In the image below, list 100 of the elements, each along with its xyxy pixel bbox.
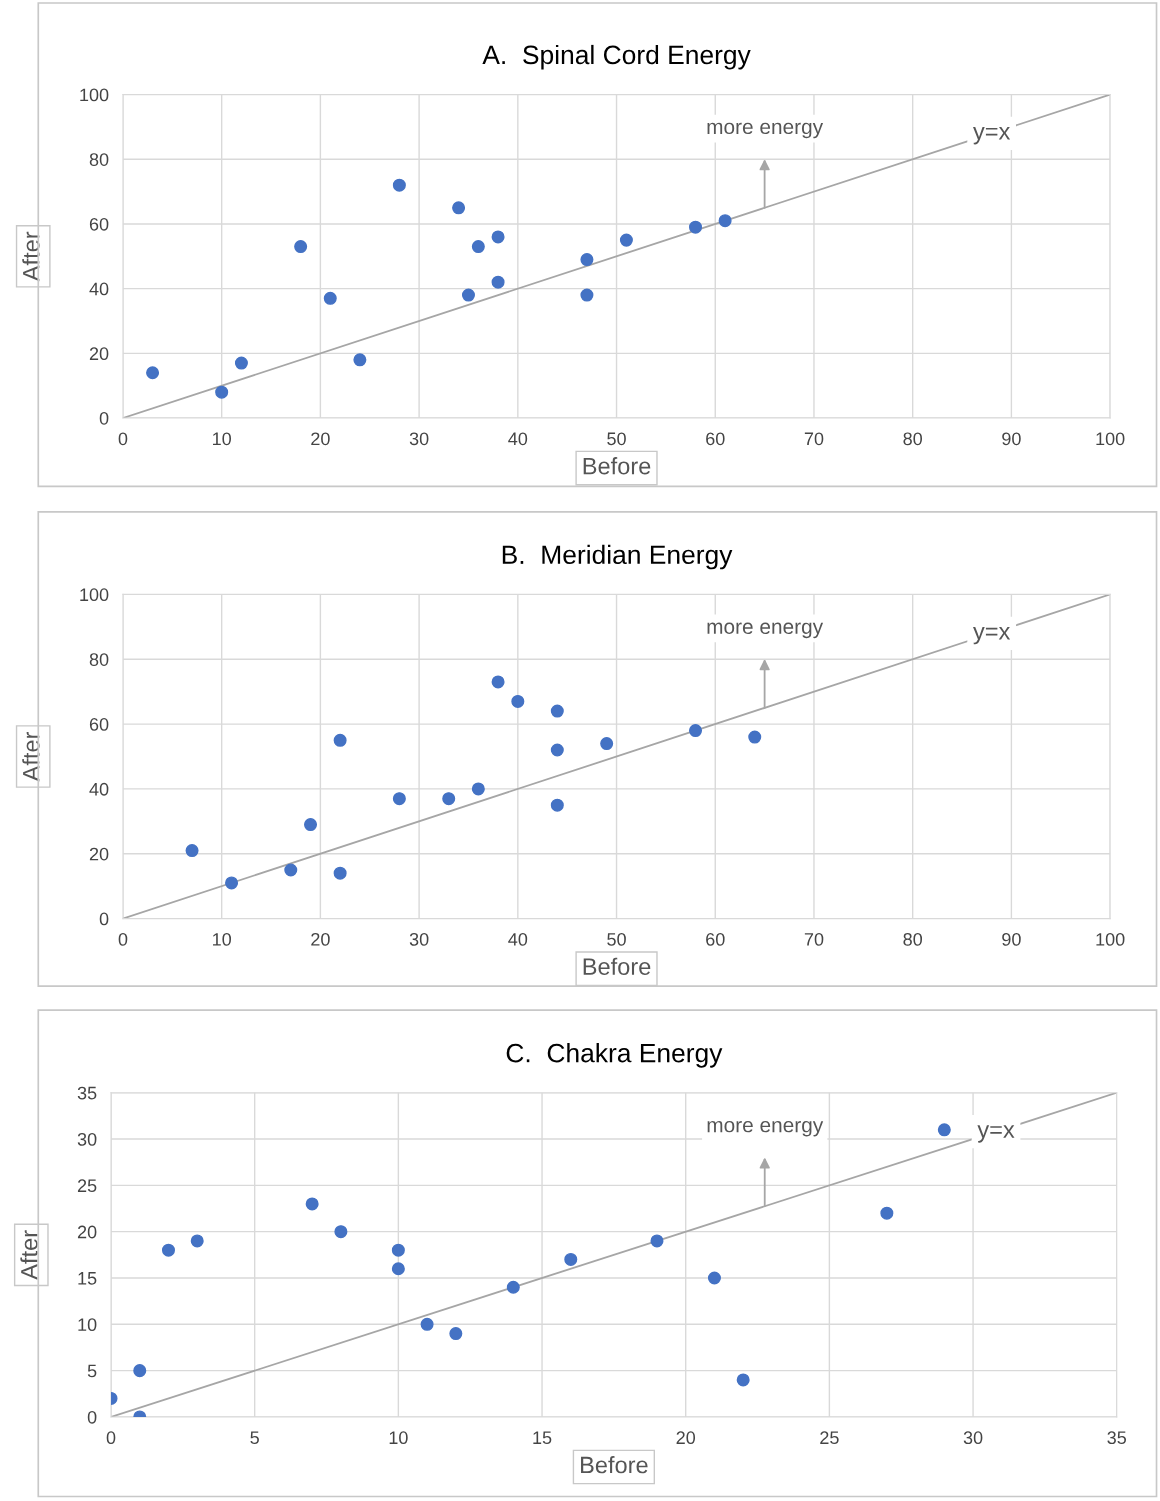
point (619, 233, 633, 247)
point (564, 1252, 578, 1266)
point (323, 291, 337, 305)
x-tick-label: 10 (389, 1431, 408, 1445)
point (392, 178, 406, 192)
x-tick-label: 20 (311, 432, 330, 446)
y-tick-label: 100 (80, 588, 109, 602)
x-tick-label: 50 (607, 432, 626, 446)
point (225, 876, 239, 890)
y-tick-label: 60 (89, 718, 109, 731)
x-tick-label: 30 (963, 1431, 983, 1445)
point (491, 230, 505, 244)
point (161, 1243, 175, 1257)
y-tick-label: 35 (77, 1086, 97, 1100)
point (391, 1243, 405, 1257)
point (491, 275, 505, 289)
series-label: y=x (973, 127, 1011, 145)
y-tick-label: 15 (78, 1272, 97, 1285)
x-tick-label: 10 (213, 432, 232, 446)
point (190, 1234, 204, 1248)
point (748, 730, 762, 744)
point (511, 694, 525, 708)
y-tick-label: 5 (87, 1364, 97, 1378)
series-label: y=x (973, 626, 1011, 645)
point (550, 704, 564, 718)
point (471, 782, 485, 796)
x-tick-label: 25 (820, 1431, 839, 1445)
x-tick-label: 50 (607, 932, 626, 946)
point (650, 1234, 664, 1248)
x-tick-label: 100 (1096, 932, 1125, 946)
y-tick-label: 0 (87, 1410, 97, 1424)
x-tick-label: 20 (311, 932, 330, 946)
x-tick-label: 90 (1002, 932, 1021, 946)
point (506, 1280, 520, 1294)
point (689, 724, 703, 738)
point (284, 863, 298, 877)
x-axis-title: Before (581, 1456, 648, 1474)
y-tick-label: 30 (77, 1132, 97, 1146)
x-tick-label: 35 (1107, 1431, 1127, 1445)
point (304, 818, 318, 832)
x-tick-label: 80 (903, 932, 923, 946)
point (146, 366, 160, 380)
x-tick-label: 15 (533, 1431, 552, 1445)
point (550, 743, 564, 757)
point (133, 1364, 147, 1378)
x-tick-label: 0 (118, 432, 128, 446)
annotation: more energy (707, 622, 824, 639)
point (353, 353, 367, 367)
point (689, 220, 703, 234)
x-tick-label: 70 (804, 432, 824, 446)
x-tick-label: 20 (676, 1431, 696, 1445)
point (420, 1317, 434, 1331)
y-tick-label: 80 (89, 153, 109, 166)
x-tick-label: 5 (250, 1431, 259, 1445)
x-tick-label: 100 (1096, 432, 1125, 446)
point (185, 844, 199, 858)
chart-title: A. Spinal Cord Energy (482, 44, 751, 70)
point (550, 798, 564, 812)
x-tick-label: 80 (903, 432, 923, 446)
point (392, 792, 406, 806)
point (880, 1206, 894, 1220)
point (333, 866, 347, 880)
x-tick-label: 60 (706, 432, 725, 446)
point (937, 1123, 951, 1137)
x-axis-title: Before (583, 457, 651, 475)
annotation: more energy (707, 122, 824, 139)
point (736, 1373, 750, 1387)
point (215, 385, 229, 399)
point (305, 1197, 319, 1211)
point (449, 1327, 463, 1341)
y-tick-label: 80 (89, 653, 109, 666)
x-tick-label: 30 (409, 932, 429, 946)
series-label: y=x (977, 1125, 1015, 1143)
y-tick-label: 40 (89, 782, 109, 796)
x-tick-label: 30 (409, 432, 429, 446)
x-tick-label: 60 (706, 932, 725, 946)
point (600, 737, 614, 751)
y-tick-label: 0 (99, 912, 109, 926)
annotation: more energy (707, 1120, 824, 1137)
x-tick-label: 90 (1002, 432, 1021, 446)
y-tick-label: 20 (89, 347, 109, 361)
y-tick-label: 60 (89, 217, 109, 231)
point (461, 288, 475, 302)
point (580, 253, 594, 267)
y-tick-label: 25 (77, 1179, 97, 1193)
x-tick-label: 10 (213, 932, 232, 946)
point (391, 1262, 405, 1276)
x-axis-title: Before (583, 957, 651, 976)
chart-title: C. Chakra Energy (506, 1043, 723, 1068)
y-tick-label: 0 (99, 411, 109, 425)
point (294, 240, 308, 254)
x-tick-label: 70 (804, 932, 824, 946)
x-tick-label: 40 (508, 432, 528, 446)
chart-title: B. Meridian Energy (502, 544, 733, 570)
point (580, 288, 594, 302)
y-tick-label: 20 (77, 1225, 97, 1239)
point (491, 675, 505, 689)
point (452, 201, 466, 215)
y-axis-title: After (20, 1230, 38, 1280)
point (334, 1225, 348, 1239)
